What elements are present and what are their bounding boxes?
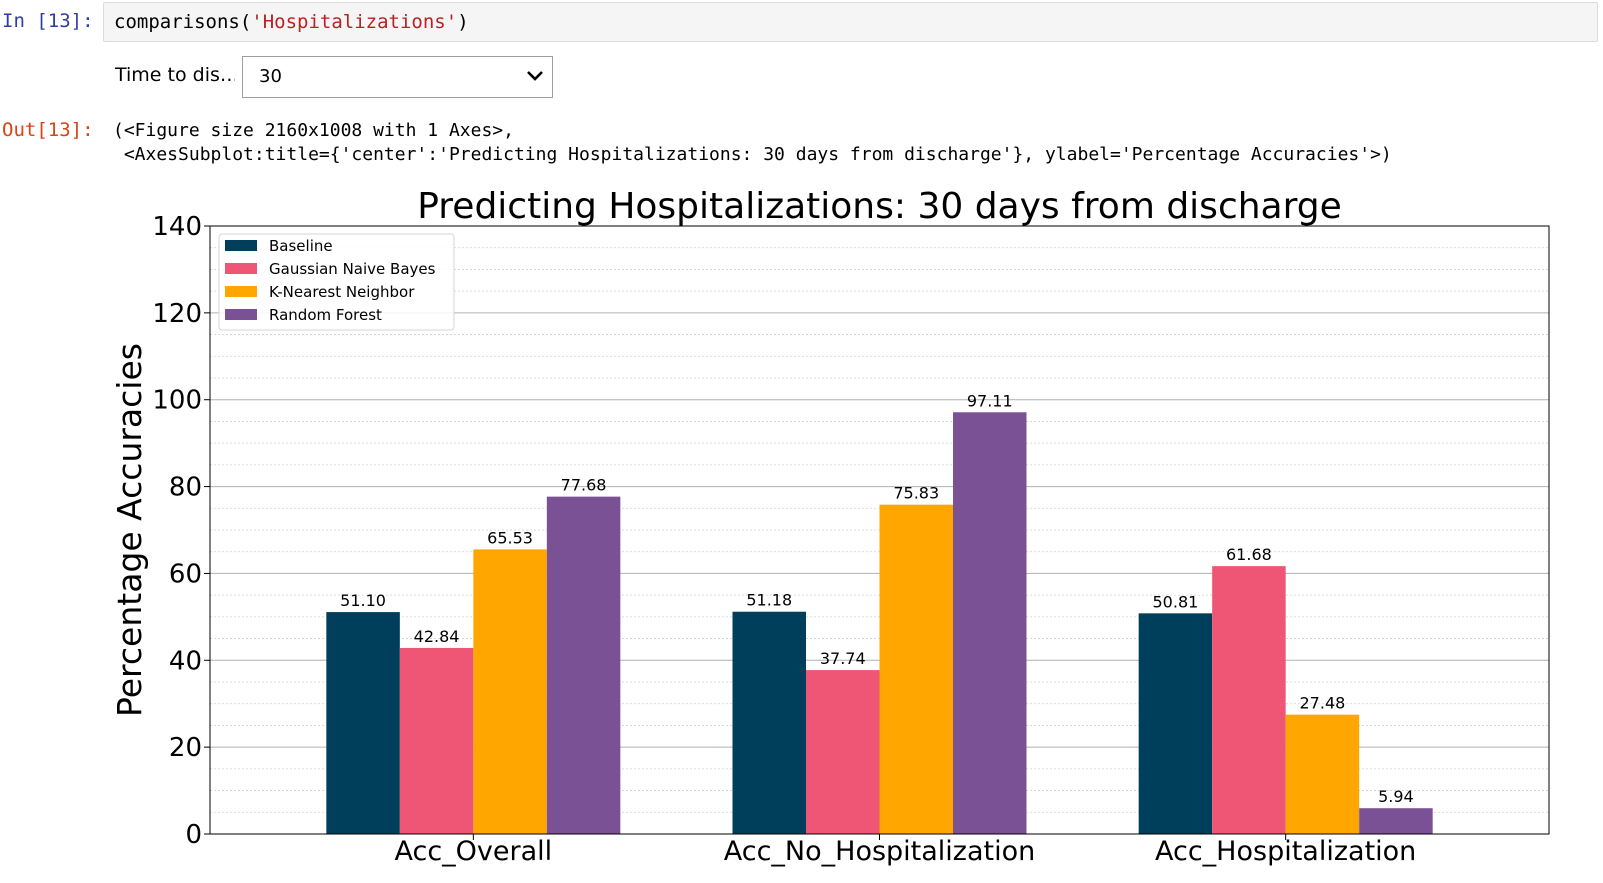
y-tick-label: 140 <box>152 212 202 242</box>
legend-swatch <box>225 286 257 297</box>
bar <box>1138 613 1213 834</box>
x-tick-label: Acc_No_Hospitalization <box>724 836 1036 867</box>
input-prompt: In [13]: <box>2 10 94 32</box>
bar-value-label: 5.94 <box>1378 787 1414 806</box>
bar <box>326 612 400 834</box>
bar-value-label: 51.18 <box>746 591 792 610</box>
bar-value-label: 61.68 <box>1226 545 1272 564</box>
y-tick-label: 20 <box>169 733 202 763</box>
bar-value-label: 97.11 <box>967 391 1013 410</box>
chevron-down-icon <box>527 71 543 81</box>
bar-value-label: 37.74 <box>820 649 866 668</box>
dropdown-label: Time to dis… <box>115 64 235 86</box>
legend-entry: Baseline <box>269 237 333 255</box>
bar-value-label: 77.68 <box>561 476 607 495</box>
bar <box>953 412 1027 834</box>
bar-value-label: 42.84 <box>414 627 460 646</box>
output-text: (<Figure size 2160x1008 with 1 Axes>, <A… <box>113 119 1392 167</box>
bar-value-label: 65.53 <box>487 528 533 547</box>
bar-value-label: 51.10 <box>340 591 386 610</box>
bar <box>546 496 621 834</box>
bar-value-label: 27.48 <box>1300 694 1346 713</box>
bar-value-label: 50.81 <box>1153 592 1199 611</box>
bar <box>1212 566 1286 834</box>
bar <box>399 647 474 834</box>
bar-value-label: 75.83 <box>893 484 939 503</box>
y-axis-label: Percentage Accuracies <box>110 343 149 717</box>
y-tick-label: 0 <box>185 820 202 850</box>
x-tick-label: Acc_Hospitalization <box>1155 836 1416 867</box>
legend-entry: Gaussian Naive Bayes <box>269 260 436 278</box>
bar <box>473 549 547 834</box>
y-tick-label: 80 <box>169 473 202 503</box>
bar <box>1359 808 1433 834</box>
code-close-paren: ) <box>457 11 469 33</box>
output-line-2: <AxesSubplot:title={'center':'Predicting… <box>113 144 1392 165</box>
legend-swatch <box>225 240 257 251</box>
legend-box <box>218 233 455 331</box>
y-tick-label: 120 <box>152 299 202 329</box>
legend-entry: K-Nearest Neighbor <box>269 283 415 301</box>
dropdown-selected-value: 30 <box>259 66 282 87</box>
time-to-discharge-dropdown[interactable]: 30 <box>242 56 553 98</box>
bar <box>806 670 880 834</box>
x-tick-label: Acc_Overall <box>394 836 552 867</box>
legend-swatch <box>225 309 257 320</box>
code-cell-input[interactable]: comparisons('Hospitalizations') <box>103 2 1598 42</box>
legend-swatch <box>225 263 257 274</box>
code-string-argument: 'Hospitalizations' <box>251 11 458 33</box>
bar <box>879 504 953 834</box>
bar <box>1285 714 1360 834</box>
chart-title: Predicting Hospitalizations: 30 days fro… <box>417 186 1342 227</box>
output-prompt: Out[13]: <box>2 119 94 141</box>
y-tick-label: 40 <box>169 646 202 676</box>
y-tick-label: 60 <box>169 559 202 589</box>
y-tick-label: 100 <box>152 386 202 416</box>
bar <box>732 611 806 834</box>
code-function: comparisons( <box>114 11 252 33</box>
output-line-1: (<Figure size 2160x1008 with 1 Axes>, <box>113 120 514 141</box>
legend-entry: Random Forest <box>269 306 382 324</box>
